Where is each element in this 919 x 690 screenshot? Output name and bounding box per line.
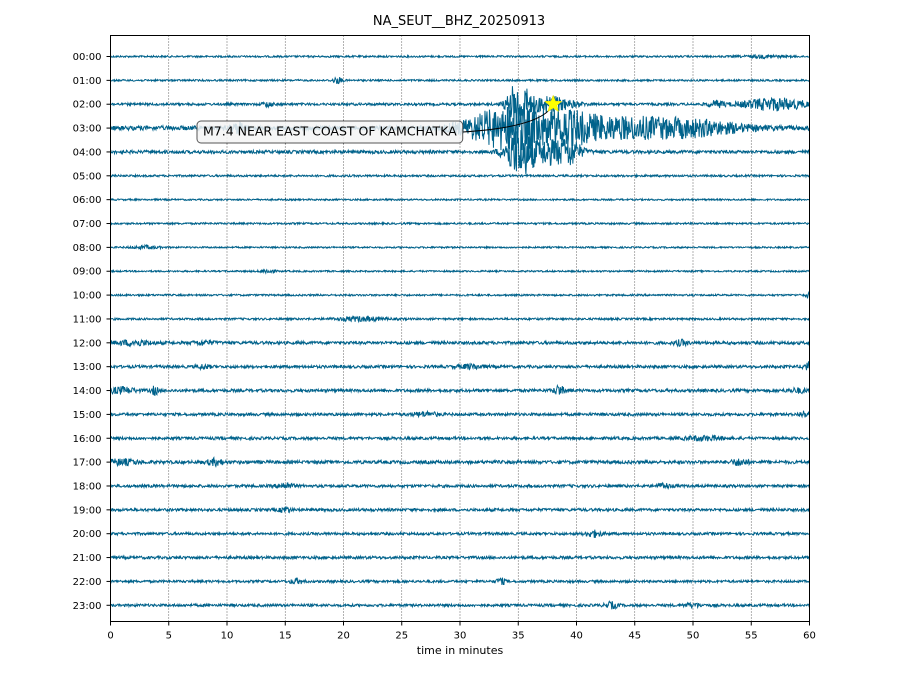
trace-2300 bbox=[110, 600, 810, 610]
y-tick-label: 02:00 bbox=[73, 100, 102, 111]
y-tick-label: 00:00 bbox=[73, 52, 102, 63]
trace-1600 bbox=[110, 434, 810, 442]
y-tick-label: 06:00 bbox=[73, 195, 102, 206]
y-tick-label: 08:00 bbox=[73, 243, 102, 254]
y-tick-label: 20:00 bbox=[73, 529, 102, 540]
trace-1700 bbox=[110, 456, 810, 468]
trace-1900 bbox=[110, 505, 810, 514]
y-tick-label: 01:00 bbox=[73, 76, 102, 87]
y-tick-label: 05:00 bbox=[73, 171, 102, 182]
x-tick-label: 30 bbox=[454, 631, 467, 642]
trace-1200 bbox=[110, 338, 810, 348]
x-tick-label: 25 bbox=[395, 631, 408, 642]
chart-title: NA_SEUT__BHZ_20250913 bbox=[373, 14, 545, 29]
x-tick-label: 40 bbox=[570, 631, 583, 642]
y-tick-label: 11:00 bbox=[73, 314, 102, 325]
y-tick-label: 21:00 bbox=[73, 553, 102, 564]
trace-0000 bbox=[110, 53, 810, 60]
x-tick-label: 10 bbox=[221, 631, 234, 642]
trace-0500 bbox=[110, 172, 810, 179]
y-tick-label: 15:00 bbox=[73, 410, 102, 421]
y-tick-label: 16:00 bbox=[73, 434, 102, 445]
trace-2100 bbox=[110, 554, 810, 561]
x-axis: 0 5 10 15 20 25 30 35 40 45 50 55 60 bbox=[107, 621, 816, 642]
event-label: M7.4 NEAR EAST COAST OF KAMCHATKA bbox=[203, 124, 457, 139]
event-star-icon bbox=[543, 94, 563, 113]
trace-0600 bbox=[110, 197, 810, 202]
event-label-box bbox=[196, 120, 464, 144]
trace-1500 bbox=[110, 409, 810, 419]
trace-1100 bbox=[110, 315, 810, 324]
trace-0100 bbox=[110, 76, 810, 85]
x-axis-label: time in minutes bbox=[417, 644, 504, 657]
x-tick-label: 15 bbox=[279, 631, 292, 642]
y-tick-label: 23:00 bbox=[73, 601, 102, 612]
trace-2200 bbox=[110, 577, 810, 586]
trace-0900 bbox=[110, 268, 810, 275]
trace-layer bbox=[110, 53, 810, 610]
x-tick-label: 5 bbox=[166, 631, 172, 642]
y-tick-label: 03:00 bbox=[73, 124, 102, 135]
trace-1800 bbox=[110, 481, 810, 490]
event-annotation: M7.4 NEAR EAST COAST OF KAMCHATKA bbox=[196, 94, 563, 144]
y-tick-label: 14:00 bbox=[73, 386, 102, 397]
y-tick-label: 04:00 bbox=[73, 147, 102, 158]
x-tick-label: 60 bbox=[803, 631, 816, 642]
y-axis: 00:00 01:00 02:00 03:00 04:00 05:00 06:00 07:00… bbox=[73, 52, 111, 612]
trace-2000 bbox=[110, 529, 810, 538]
trace-1400 bbox=[110, 383, 810, 397]
y-tick-label: 09:00 bbox=[73, 267, 102, 278]
trace-0800 bbox=[110, 243, 810, 251]
x-tick-label: 45 bbox=[628, 631, 641, 642]
y-tick-label: 18:00 bbox=[73, 481, 102, 492]
x-tick-label: 50 bbox=[687, 631, 700, 642]
x-tick-label: 35 bbox=[512, 631, 525, 642]
trace-0700 bbox=[110, 220, 810, 227]
y-tick-label: 13:00 bbox=[73, 362, 102, 373]
y-tick-label: 10:00 bbox=[73, 291, 102, 302]
x-tick-label: 0 bbox=[107, 631, 113, 642]
y-tick-label: 22:00 bbox=[73, 577, 102, 588]
y-tick-label: 19:00 bbox=[73, 505, 102, 516]
x-tick-label: 55 bbox=[745, 631, 758, 642]
y-tick-label: 07:00 bbox=[73, 219, 102, 230]
trace-1300 bbox=[110, 361, 810, 372]
y-tick-label: 17:00 bbox=[73, 458, 102, 469]
trace-0400 bbox=[110, 130, 810, 175]
y-tick-label: 12:00 bbox=[73, 338, 102, 349]
trace-0200 bbox=[110, 86, 810, 126]
x-tick-label: 20 bbox=[337, 631, 350, 642]
trace-1000 bbox=[110, 291, 810, 299]
